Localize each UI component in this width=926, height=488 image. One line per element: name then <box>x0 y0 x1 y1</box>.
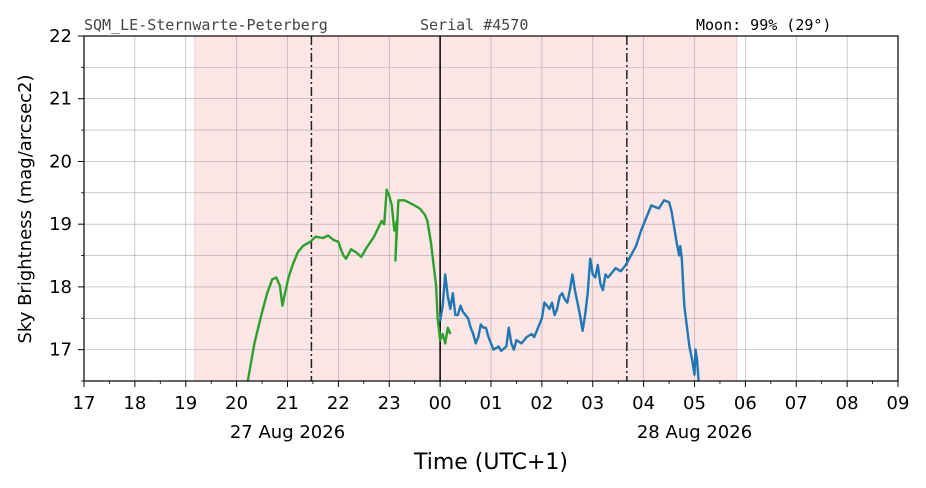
x-tick-label: 02 <box>530 393 553 414</box>
x-tick-label: 17 <box>73 393 96 414</box>
series-line-1 <box>246 188 452 381</box>
y-tick-label: 19 <box>49 214 72 235</box>
y-tick-label: 20 <box>49 151 72 172</box>
x-tick-label: 04 <box>632 393 655 414</box>
y-tick-label: 21 <box>49 89 72 110</box>
x-tick-label: 09 <box>887 393 910 414</box>
date-label: 28 Aug 2026 <box>637 422 752 443</box>
x-tick-label: 23 <box>378 393 401 414</box>
date-label: 27 Aug 2026 <box>230 422 345 443</box>
night-band <box>194 36 737 381</box>
x-tick-label: 03 <box>581 393 604 414</box>
x-axis-label: Time (UTC+1) <box>413 450 568 475</box>
x-tick-label: 18 <box>123 393 146 414</box>
x-tick-label: 06 <box>734 393 757 414</box>
x-tick-label: 07 <box>785 393 808 414</box>
y-tick-label: 17 <box>49 340 72 361</box>
series-line-2 <box>438 199 700 381</box>
x-tick-label: 00 <box>429 393 452 414</box>
x-tick-label: 05 <box>683 393 706 414</box>
serial-number: Serial #4570 <box>420 16 528 34</box>
x-tick-label: 20 <box>225 393 248 414</box>
x-tick-label: 19 <box>174 393 197 414</box>
y-axis-label: Sky Brightness (mag/arcsec2) <box>15 74 36 343</box>
x-tick-label: 01 <box>480 393 503 414</box>
y-tick-label: 22 <box>49 26 72 47</box>
station-name: SQM_LE-Sternwarte-Peterberg <box>84 16 328 34</box>
moon-info: Moon: 99% (29°) <box>696 16 831 34</box>
y-tick-label: 18 <box>49 277 72 298</box>
x-tick-label: 22 <box>327 393 350 414</box>
x-tick-label: 21 <box>276 393 299 414</box>
x-tick-label: 08 <box>836 393 859 414</box>
